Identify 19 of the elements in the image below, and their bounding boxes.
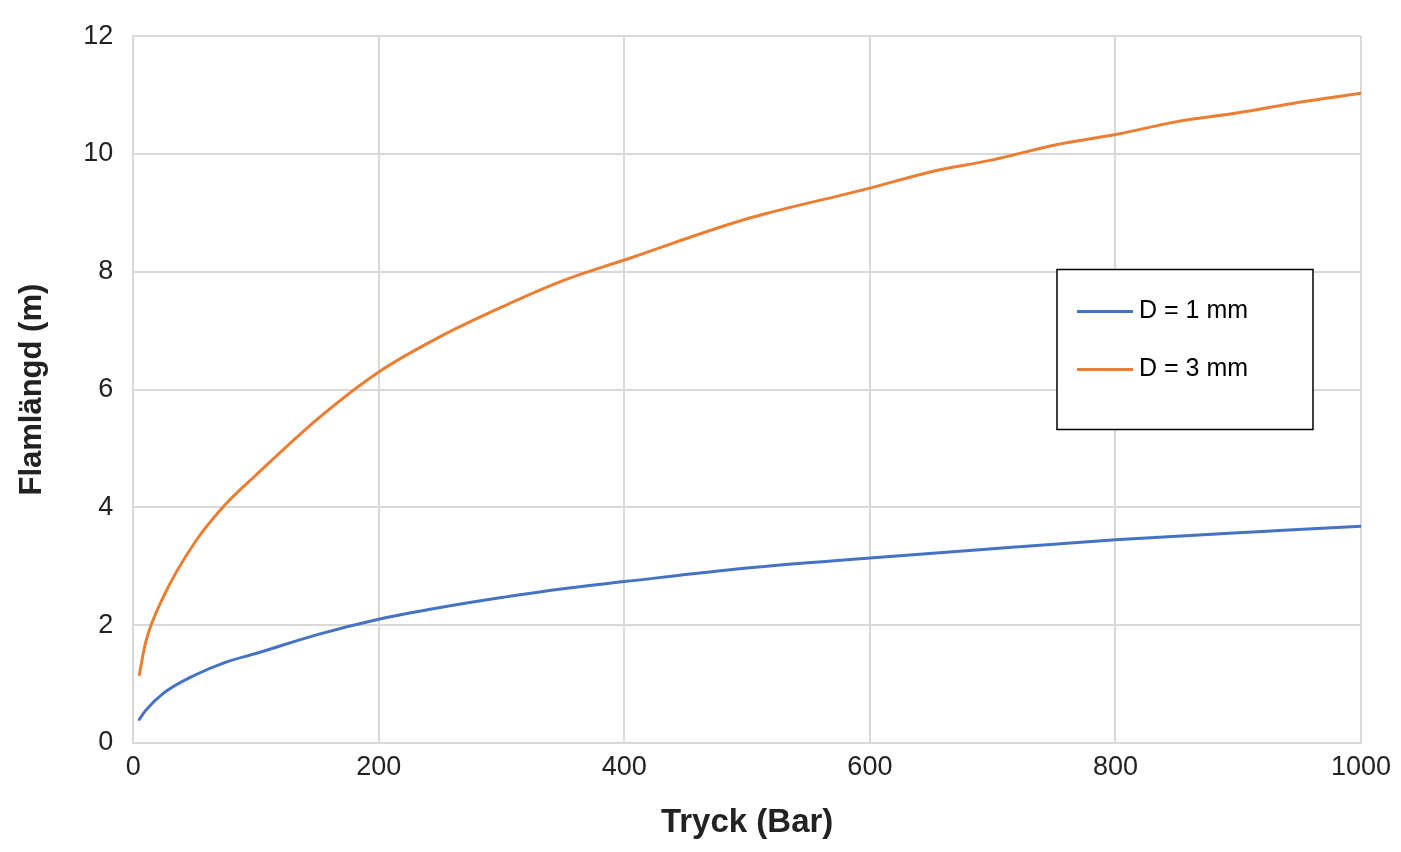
- y-tick-label: 4: [98, 490, 114, 521]
- y-axis-title: Flamlängd (m): [13, 283, 49, 496]
- legend-label: D = 1 mm: [1139, 295, 1249, 324]
- y-tick-label: 8: [98, 255, 114, 286]
- y-tick-label: 2: [98, 608, 114, 639]
- y-tick-label: 6: [98, 373, 114, 404]
- x-tick-label: 1000: [1330, 750, 1392, 781]
- y-tick-label: 10: [83, 137, 114, 168]
- x-tick-label: 400: [601, 750, 647, 781]
- x-tick-label: 800: [1092, 750, 1138, 781]
- y-tick-label: 0: [98, 726, 114, 757]
- x-axis-title: Tryck (Bar): [660, 802, 834, 840]
- line-series: [137, 91, 1361, 677]
- y-tick-label: 12: [83, 19, 114, 50]
- x-tick-label: 600: [847, 750, 893, 781]
- legend-label: D = 3 mm: [1139, 353, 1249, 382]
- x-tick-label: 200: [356, 750, 402, 781]
- x-tick-label: 0: [125, 750, 141, 781]
- line-series: [137, 524, 1361, 721]
